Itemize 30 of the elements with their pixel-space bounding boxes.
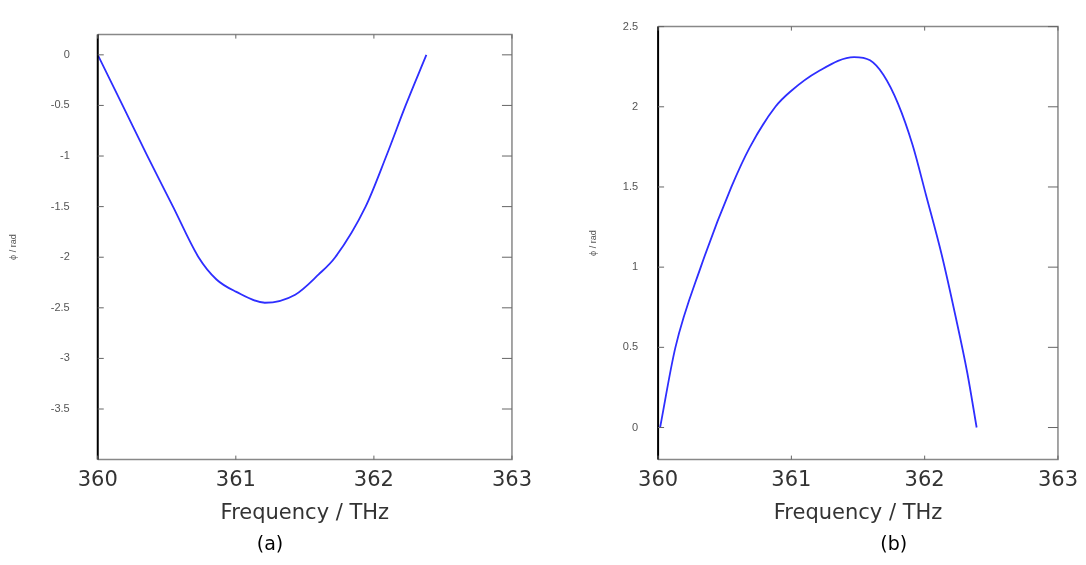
y-tick-label: -3.5 [50,402,70,415]
line-series [659,56,978,429]
text: (a) [255,532,285,554]
x-tick-label: 362 [353,466,394,491]
y-tick-label: 2 [631,99,639,112]
y-tick-label: -0.5 [50,98,70,111]
y-tick-label: 1.5 [622,180,639,192]
x-axis-title: Frequency / THz [220,499,390,524]
y-axis-title: ϕ / rad [7,234,18,260]
x-tick-label: 361 [771,466,812,491]
y-tick-label: -1 [59,149,70,162]
y-tick-label: 0 [631,420,639,433]
y-tick-label: 1 [631,260,639,273]
x-tick-label: 360 [77,466,118,491]
y-axis-title: ϕ / rad [587,230,598,256]
y-tick-label: -1.5 [50,199,70,212]
y-tick-label: 0 [63,47,70,60]
x-tick-label: 361 [215,466,256,491]
x-tick-label: 363 [1037,466,1079,491]
y-tick-label: -3 [59,351,70,364]
x-tick-label: 360 [638,466,679,491]
x-axis-title: Frequency / THz [773,499,943,524]
text: (b) [879,532,909,554]
line-series [97,53,428,304]
y-tick-label: -2.5 [50,300,70,313]
x-tick-label: 362 [904,466,945,491]
y-tick-label: 2.5 [622,19,639,32]
x-tick-label: 363 [491,466,533,491]
y-tick-label: 0.5 [622,340,639,353]
y-tick-label: -2 [59,250,70,263]
